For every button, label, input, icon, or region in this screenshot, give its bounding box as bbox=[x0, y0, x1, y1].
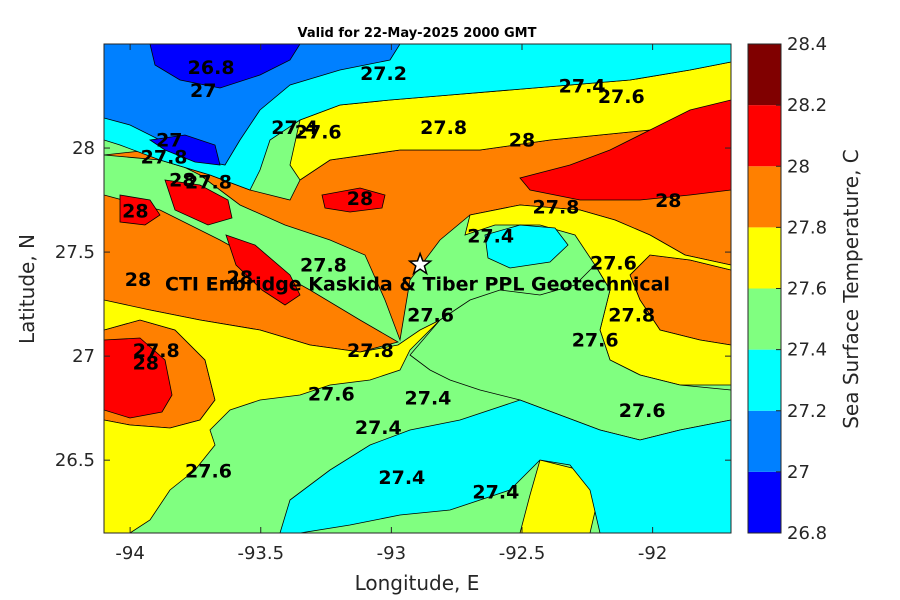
contour-label: 27.8 bbox=[420, 117, 467, 139]
contour-label: 27.8 bbox=[608, 305, 655, 327]
colorbar-tick-label: 28 bbox=[787, 156, 810, 177]
band-cyan-south bbox=[279, 399, 731, 533]
contour-label: 27.8 bbox=[533, 196, 580, 218]
band-yellow-southwest bbox=[104, 299, 441, 533]
contour-label: 27.6 bbox=[598, 86, 645, 108]
colorbar-tick-label: 27.4 bbox=[787, 340, 827, 361]
spot-red-center bbox=[321, 187, 386, 213]
colorbar-tick-label: 28.2 bbox=[787, 95, 827, 116]
colorbar-swatch bbox=[748, 105, 781, 167]
band-deepblue-northwest bbox=[149, 44, 301, 89]
colorbar-title: Sea Surface Temperature, C bbox=[839, 149, 863, 429]
contour-label: 28 bbox=[122, 200, 148, 222]
contour-label: 27.8 bbox=[185, 171, 232, 193]
plot-frame bbox=[103, 43, 732, 534]
contour-label: 27.6 bbox=[308, 384, 355, 406]
contour-label: 27 bbox=[190, 80, 216, 102]
y-tick-label: 27.5 bbox=[55, 242, 95, 263]
site-annotation-label: CTI Enbridge Kaskida & Tiber PPL Geotech… bbox=[165, 273, 670, 295]
contour-label: 27.4 bbox=[271, 117, 318, 139]
spot-red-southwest bbox=[104, 337, 173, 419]
contour-label: 27.4 bbox=[559, 76, 606, 98]
contour-label: 27.4 bbox=[355, 417, 402, 439]
contour-label: 27.6 bbox=[590, 252, 637, 274]
colorbar-tick-label: 28.4 bbox=[787, 34, 827, 55]
contour-label: 27.6 bbox=[407, 305, 454, 327]
contour-label: 28 bbox=[125, 269, 151, 291]
colorbar-swatch bbox=[748, 227, 781, 289]
contour-label: 27.8 bbox=[133, 340, 180, 362]
colorbar-tick-label: 27.6 bbox=[787, 279, 827, 300]
y-axis: 26.5 27 27.5 28 bbox=[55, 138, 731, 471]
y-tick-label: 26.5 bbox=[55, 450, 95, 471]
colorbar-tick-label: 27 bbox=[787, 462, 810, 483]
band-green-central bbox=[409, 264, 731, 441]
chart-title: Valid for 22-May-2025 2000 GMT bbox=[298, 26, 537, 41]
colorbar: 26.8 27 27.2 27.4 27.6 27.8 28 28.2 28.4 bbox=[747, 34, 827, 544]
contour-label: 27.4 bbox=[467, 225, 514, 247]
contour-label: 28 bbox=[169, 169, 195, 191]
x-axis: -94 -93.5 -93 -92.5 -92 bbox=[115, 44, 667, 564]
contour-label: 28 bbox=[655, 190, 681, 212]
spot-red-midwest bbox=[225, 234, 301, 306]
plot-area bbox=[104, 44, 731, 533]
colorbar-swatch bbox=[748, 166, 781, 228]
contour-label: 28 bbox=[227, 267, 253, 289]
colorbar-swatch bbox=[748, 471, 781, 533]
contour-label: 27.4 bbox=[472, 481, 519, 503]
contour-label: 27.6 bbox=[572, 329, 619, 351]
colorbar-tick-label: 27.8 bbox=[787, 217, 827, 238]
band-deepblue-west bbox=[148, 134, 221, 166]
x-tick-label: -94 bbox=[115, 543, 144, 564]
spot-red-west bbox=[119, 194, 161, 226]
x-tick-label: -93.5 bbox=[237, 543, 284, 564]
contour-label: 27.8 bbox=[347, 340, 394, 362]
contour-label: 27 bbox=[156, 130, 182, 152]
colorbar-tick-label: 26.8 bbox=[787, 523, 827, 544]
contour-label: 27.8 bbox=[300, 255, 347, 277]
contour-label: 28 bbox=[509, 130, 535, 152]
contour-label: 27.4 bbox=[405, 388, 452, 410]
contour-label: 27.6 bbox=[295, 121, 342, 143]
colorbar-swatch bbox=[748, 410, 781, 472]
site-star-marker bbox=[407, 251, 433, 276]
site-annotation: CTI Enbridge Kaskida & Tiber PPL Geotech… bbox=[165, 251, 670, 295]
colorbar-swatch bbox=[748, 288, 781, 350]
contour-label: 27.6 bbox=[619, 400, 666, 422]
contour-label: 27.6 bbox=[185, 461, 232, 483]
x-tick-label: -92 bbox=[638, 543, 667, 564]
x-axis-title: Longitude, E bbox=[355, 571, 480, 595]
colorbar-swatch bbox=[748, 44, 781, 106]
spot-red-northeast bbox=[519, 99, 731, 201]
contour-label: 27.8 bbox=[141, 146, 188, 168]
x-tick-label: -93 bbox=[377, 543, 406, 564]
x-tick-label: -92.5 bbox=[499, 543, 546, 564]
contour-label: 28 bbox=[347, 188, 373, 210]
y-tick-label: 27 bbox=[72, 346, 95, 367]
colorbar-tick-label: 27.2 bbox=[787, 401, 827, 422]
contour-label: 27.2 bbox=[360, 63, 407, 85]
band-yellow-east bbox=[464, 204, 731, 386]
contour-label: 26.8 bbox=[188, 57, 235, 79]
contour-label: 28 bbox=[133, 352, 159, 374]
spot-red-northwest bbox=[164, 179, 233, 226]
band-cyan-ellipse bbox=[484, 224, 569, 269]
contour-label: 27.4 bbox=[378, 467, 425, 489]
y-tick-label: 28 bbox=[72, 138, 95, 159]
colorbar-swatch bbox=[748, 349, 781, 411]
y-axis-title: Latitude, N bbox=[15, 234, 39, 344]
